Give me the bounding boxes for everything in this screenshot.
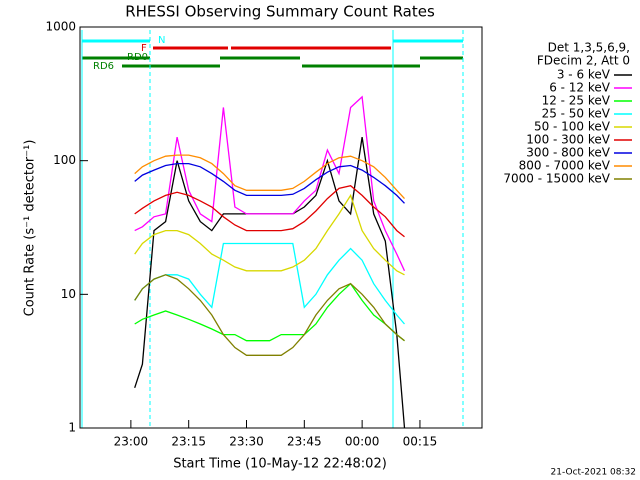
legend-label: 50 - 100 keV xyxy=(534,120,611,134)
series-line xyxy=(134,282,405,342)
legend-label: 25 - 50 keV xyxy=(542,107,611,121)
legend-label: 300 - 800 keV xyxy=(526,146,610,160)
series-line xyxy=(134,242,405,325)
series-line xyxy=(134,184,405,238)
legend-label: 3 - 6 keV xyxy=(557,68,611,82)
x-axis-label: Start Time (10-May-12 22:48:02) xyxy=(173,457,387,472)
x-tick-label: 23:30 xyxy=(229,435,264,449)
y-tick-label: 10 xyxy=(61,287,76,301)
y-tick-label: 100 xyxy=(53,153,76,167)
annotation: N xyxy=(158,35,165,46)
legend-label: 7000 - 15000 keV xyxy=(503,172,610,186)
plot-frame xyxy=(79,26,483,429)
annotation: F xyxy=(141,43,147,54)
legend-label: 100 - 300 keV xyxy=(526,133,610,147)
y-axis-label: Count Rate (s⁻¹ detector⁻¹) xyxy=(23,140,38,317)
x-tick-label: 23:45 xyxy=(287,435,322,449)
legend-label: 800 - 7000 keV xyxy=(519,159,611,173)
series-line xyxy=(134,274,405,356)
legend-title: FDecim 2, Att 0 xyxy=(537,54,630,68)
footer: 21-Oct-2021 08:32 xyxy=(551,468,636,478)
x-tick-label: 23:15 xyxy=(171,435,206,449)
series-line xyxy=(134,193,405,276)
state-bars xyxy=(81,30,464,428)
x-tick-label: 23:00 xyxy=(114,435,149,449)
legend-title: Det 1,3,5,6,9, xyxy=(548,41,630,55)
y-tick-label: 1000 xyxy=(45,20,76,34)
series-line xyxy=(134,154,405,200)
chart-title: RHESSI Observing Summary Count Rates xyxy=(125,3,435,21)
series-line xyxy=(134,95,406,272)
annotation: RD0 xyxy=(127,52,148,63)
series-line xyxy=(134,162,405,204)
x-tick-label: 00:00 xyxy=(345,435,380,449)
x-tick-label: 00:15 xyxy=(403,435,438,449)
annotation: RD6 xyxy=(93,61,114,72)
y-tick-label: 1 xyxy=(68,421,76,435)
legend-label: 6 - 12 keV xyxy=(549,81,611,95)
legend-label: 12 - 25 keV xyxy=(542,94,611,108)
